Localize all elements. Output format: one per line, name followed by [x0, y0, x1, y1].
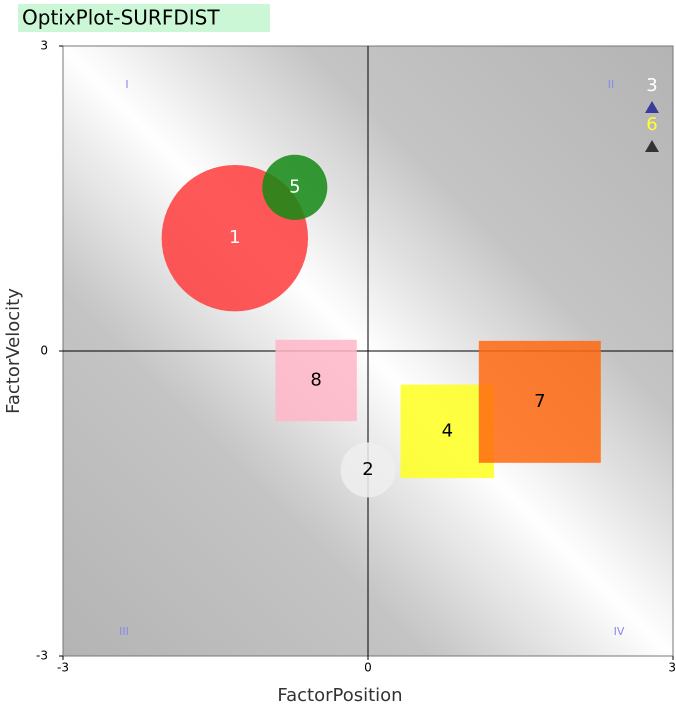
legend-label: 6 [646, 114, 657, 135]
x-tick-label: 3 [668, 661, 676, 675]
chart-title: OptixPlot-SURFDIST [22, 6, 220, 30]
bubble [340, 442, 396, 498]
quadrant-label: I [125, 78, 128, 91]
y-tick-label: 3 [40, 39, 48, 53]
x-tick-label: -3 [57, 661, 69, 675]
legend-marker [645, 140, 659, 152]
quadrant-label: II [608, 78, 615, 91]
point-label: 2 [362, 459, 373, 480]
square-marker [400, 384, 495, 479]
y-tick-label: -3 [36, 649, 48, 663]
y-tick-label: 0 [40, 344, 48, 358]
point-label: 7 [534, 391, 545, 412]
point-label: 5 [289, 176, 300, 197]
quadrant-label: IV [614, 625, 625, 638]
square-marker [478, 340, 601, 463]
y-axis-label: FactorVelocity [3, 288, 24, 414]
point-label: 4 [442, 420, 453, 441]
title-bg [18, 4, 270, 32]
square-marker [275, 339, 357, 422]
x-axis-label: FactorPosition [277, 685, 402, 706]
x-tick-label: 0 [364, 661, 372, 675]
legend-label: 3 [646, 75, 657, 96]
bubble [262, 154, 328, 220]
point-label: 1 [229, 227, 240, 248]
quadrant-label: III [119, 625, 129, 638]
legend-marker [645, 101, 659, 113]
point-label: 8 [310, 369, 321, 390]
